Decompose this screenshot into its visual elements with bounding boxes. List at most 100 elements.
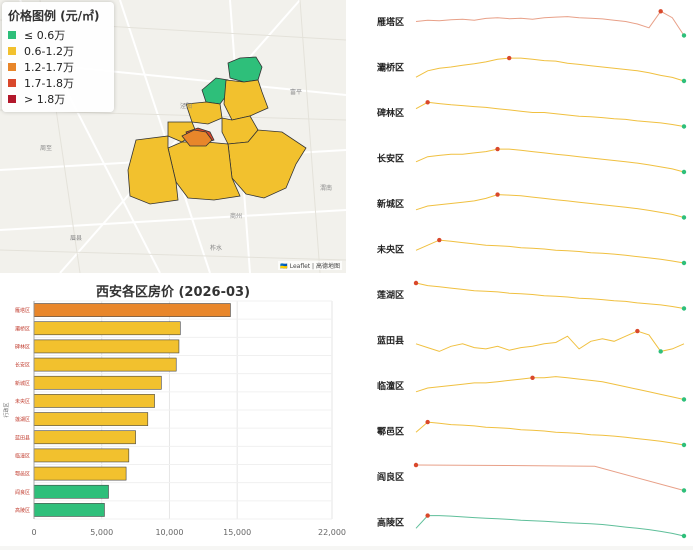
sparkline-line xyxy=(415,464,685,491)
bar xyxy=(33,357,177,372)
sparkline-min-point xyxy=(681,306,687,311)
sparkline-label: 蓝田县 xyxy=(377,335,404,347)
sparkline-row: 蓝田县 xyxy=(377,328,685,354)
sparkline-row: 莲湖区 xyxy=(377,280,687,311)
legend: 价格图例 (元/㎡) ≤ 0.6万 0.6-1.2万 1.2-1.7万 1.7-… xyxy=(2,2,114,112)
sparkline-line xyxy=(415,515,685,537)
sparkline-label: 鄠邑区 xyxy=(377,427,404,438)
sparkline-line xyxy=(415,421,685,446)
svg-text:富平: 富平 xyxy=(290,88,302,96)
y-tick-label: 雁塔区 xyxy=(15,307,30,314)
sparkline-max-point xyxy=(530,375,535,381)
bar xyxy=(33,466,127,481)
sparkline-label: 未央区 xyxy=(376,244,404,256)
sparkline-max-point xyxy=(495,192,500,197)
legend-item: ≤ 0.6万 xyxy=(8,27,108,43)
bar xyxy=(33,430,136,445)
sparkline-line xyxy=(415,376,685,400)
sparkline-line xyxy=(415,148,685,173)
sparkline-min-point xyxy=(681,78,687,84)
sparkline-panel: 雁塔区灞桥区碑林区长安区新城区未央区莲湖区蓝田县临潼区鄠邑区阎良区高陵区 xyxy=(346,0,693,546)
bar xyxy=(33,303,231,317)
district-huyi[interactable] xyxy=(127,135,179,205)
sparkline-min-point xyxy=(681,442,687,448)
map-attribution[interactable]: 🇺🇦 Leaflet | 高德地图 xyxy=(278,261,342,270)
sparkline-row: 长安区 xyxy=(377,146,687,175)
sparkline-row: 碑林区 xyxy=(377,100,687,129)
bar xyxy=(33,339,180,354)
bar xyxy=(33,412,149,426)
district-lintong[interactable] xyxy=(223,79,269,121)
legend-item: > 1.8万 xyxy=(8,91,108,107)
sparkline-label: 雁塔区 xyxy=(377,16,404,28)
y-tick-label: 高陵区 xyxy=(15,507,30,514)
y-tick-label: 鄠邑区 xyxy=(15,471,30,478)
x-tick-label: 22,000 xyxy=(318,528,346,537)
choropleth-map[interactable]: 富平 泾阳 渭南 眉县 柞水 周至 商州 价格图例 (元/㎡) ≤ 0.6万 0… xyxy=(0,0,346,273)
legend-swatch xyxy=(8,63,16,71)
sparkline-line xyxy=(415,330,685,352)
sparkline-max-point xyxy=(425,100,430,105)
sparkline-line xyxy=(415,194,685,218)
svg-text:眉县: 眉县 xyxy=(70,235,82,242)
bar xyxy=(33,503,105,517)
svg-text:泾阳: 泾阳 xyxy=(180,102,192,110)
svg-text:周至: 周至 xyxy=(40,145,52,152)
sparkline-label: 高陵区 xyxy=(377,517,404,529)
svg-text:渭南: 渭南 xyxy=(320,184,332,192)
bar xyxy=(33,448,130,463)
legend-item-label: > 1.8万 xyxy=(24,93,66,106)
sparkline-line xyxy=(415,239,685,264)
sparkline-min-point xyxy=(681,533,687,539)
sparkline-min-point xyxy=(658,349,663,354)
y-tick-label: 临潼区 xyxy=(15,452,30,459)
sparkline-line xyxy=(415,101,685,127)
sparkline-max-point xyxy=(425,513,430,518)
sparkline-max-point xyxy=(437,237,442,243)
sparkline-label: 新城区 xyxy=(377,198,404,210)
legend-title: 价格图例 (元/㎡) xyxy=(8,9,100,23)
sparkline-line xyxy=(415,57,685,82)
svg-text:商州: 商州 xyxy=(230,212,242,220)
sparkline-min-point xyxy=(681,215,687,220)
legend-swatch xyxy=(8,79,16,87)
sparkline-max-point xyxy=(413,280,419,286)
y-tick-label: 阎良区 xyxy=(15,489,30,496)
legend-item: 0.6-1.2万 xyxy=(8,43,108,59)
district-polygons[interactable] xyxy=(127,56,307,205)
sparkline-max-point xyxy=(507,55,512,61)
x-tick-label: 0 xyxy=(31,528,36,537)
district-yanta[interactable] xyxy=(181,129,213,147)
legend-item: 1.2-1.7万 xyxy=(8,59,108,75)
sparkline-min-point xyxy=(681,169,687,175)
x-tick-label: 5,000 xyxy=(90,528,113,537)
y-tick-label: 未央区 xyxy=(15,398,30,405)
sparkline-min-point xyxy=(681,124,687,129)
sparkline-label: 阎良区 xyxy=(377,471,404,483)
bar-chart-title: 西安各区房价 (2026-03) xyxy=(95,285,251,300)
district-lantian[interactable] xyxy=(227,129,307,199)
district-gaoling[interactable] xyxy=(227,56,263,83)
sparkline-row: 鄠邑区 xyxy=(377,419,687,448)
x-tick-label: 15,000 xyxy=(223,528,251,537)
sparkline-max-point xyxy=(658,9,663,14)
bar xyxy=(33,321,181,336)
bar-chart-panel: 西安各区房价 (2026-03) 0 5,000 10,000 15,000 22,00… xyxy=(0,273,346,546)
y-tick-label: 新城区 xyxy=(15,380,30,387)
y-axis-label: 行政区 xyxy=(3,402,10,417)
y-tick-label: 碑林区 xyxy=(15,343,30,350)
sparkline-min-point xyxy=(681,260,687,266)
sparkline-row: 灞桥区 xyxy=(377,55,687,84)
map-place-labels: 富平 泾阳 渭南 眉县 柞水 周至 商州 xyxy=(40,88,332,252)
sparkline-row: 临潼区 xyxy=(377,375,687,402)
sparkline-label: 长安区 xyxy=(377,153,404,165)
bar xyxy=(33,375,162,390)
y-tick-label: 莲湖区 xyxy=(15,416,30,423)
sparkline-row: 新城区 xyxy=(377,192,687,220)
legend-items: ≤ 0.6万 0.6-1.2万 1.2-1.7万 1.7-1.8万 > 1.8万 xyxy=(8,27,108,107)
y-tick-label: 长安区 xyxy=(15,362,30,369)
sparkline-max-point xyxy=(413,462,419,468)
map-canvas[interactable]: 富平 泾阳 渭南 眉县 柞水 周至 商州 xyxy=(0,0,346,273)
legend-item-label: 1.2-1.7万 xyxy=(24,61,74,74)
